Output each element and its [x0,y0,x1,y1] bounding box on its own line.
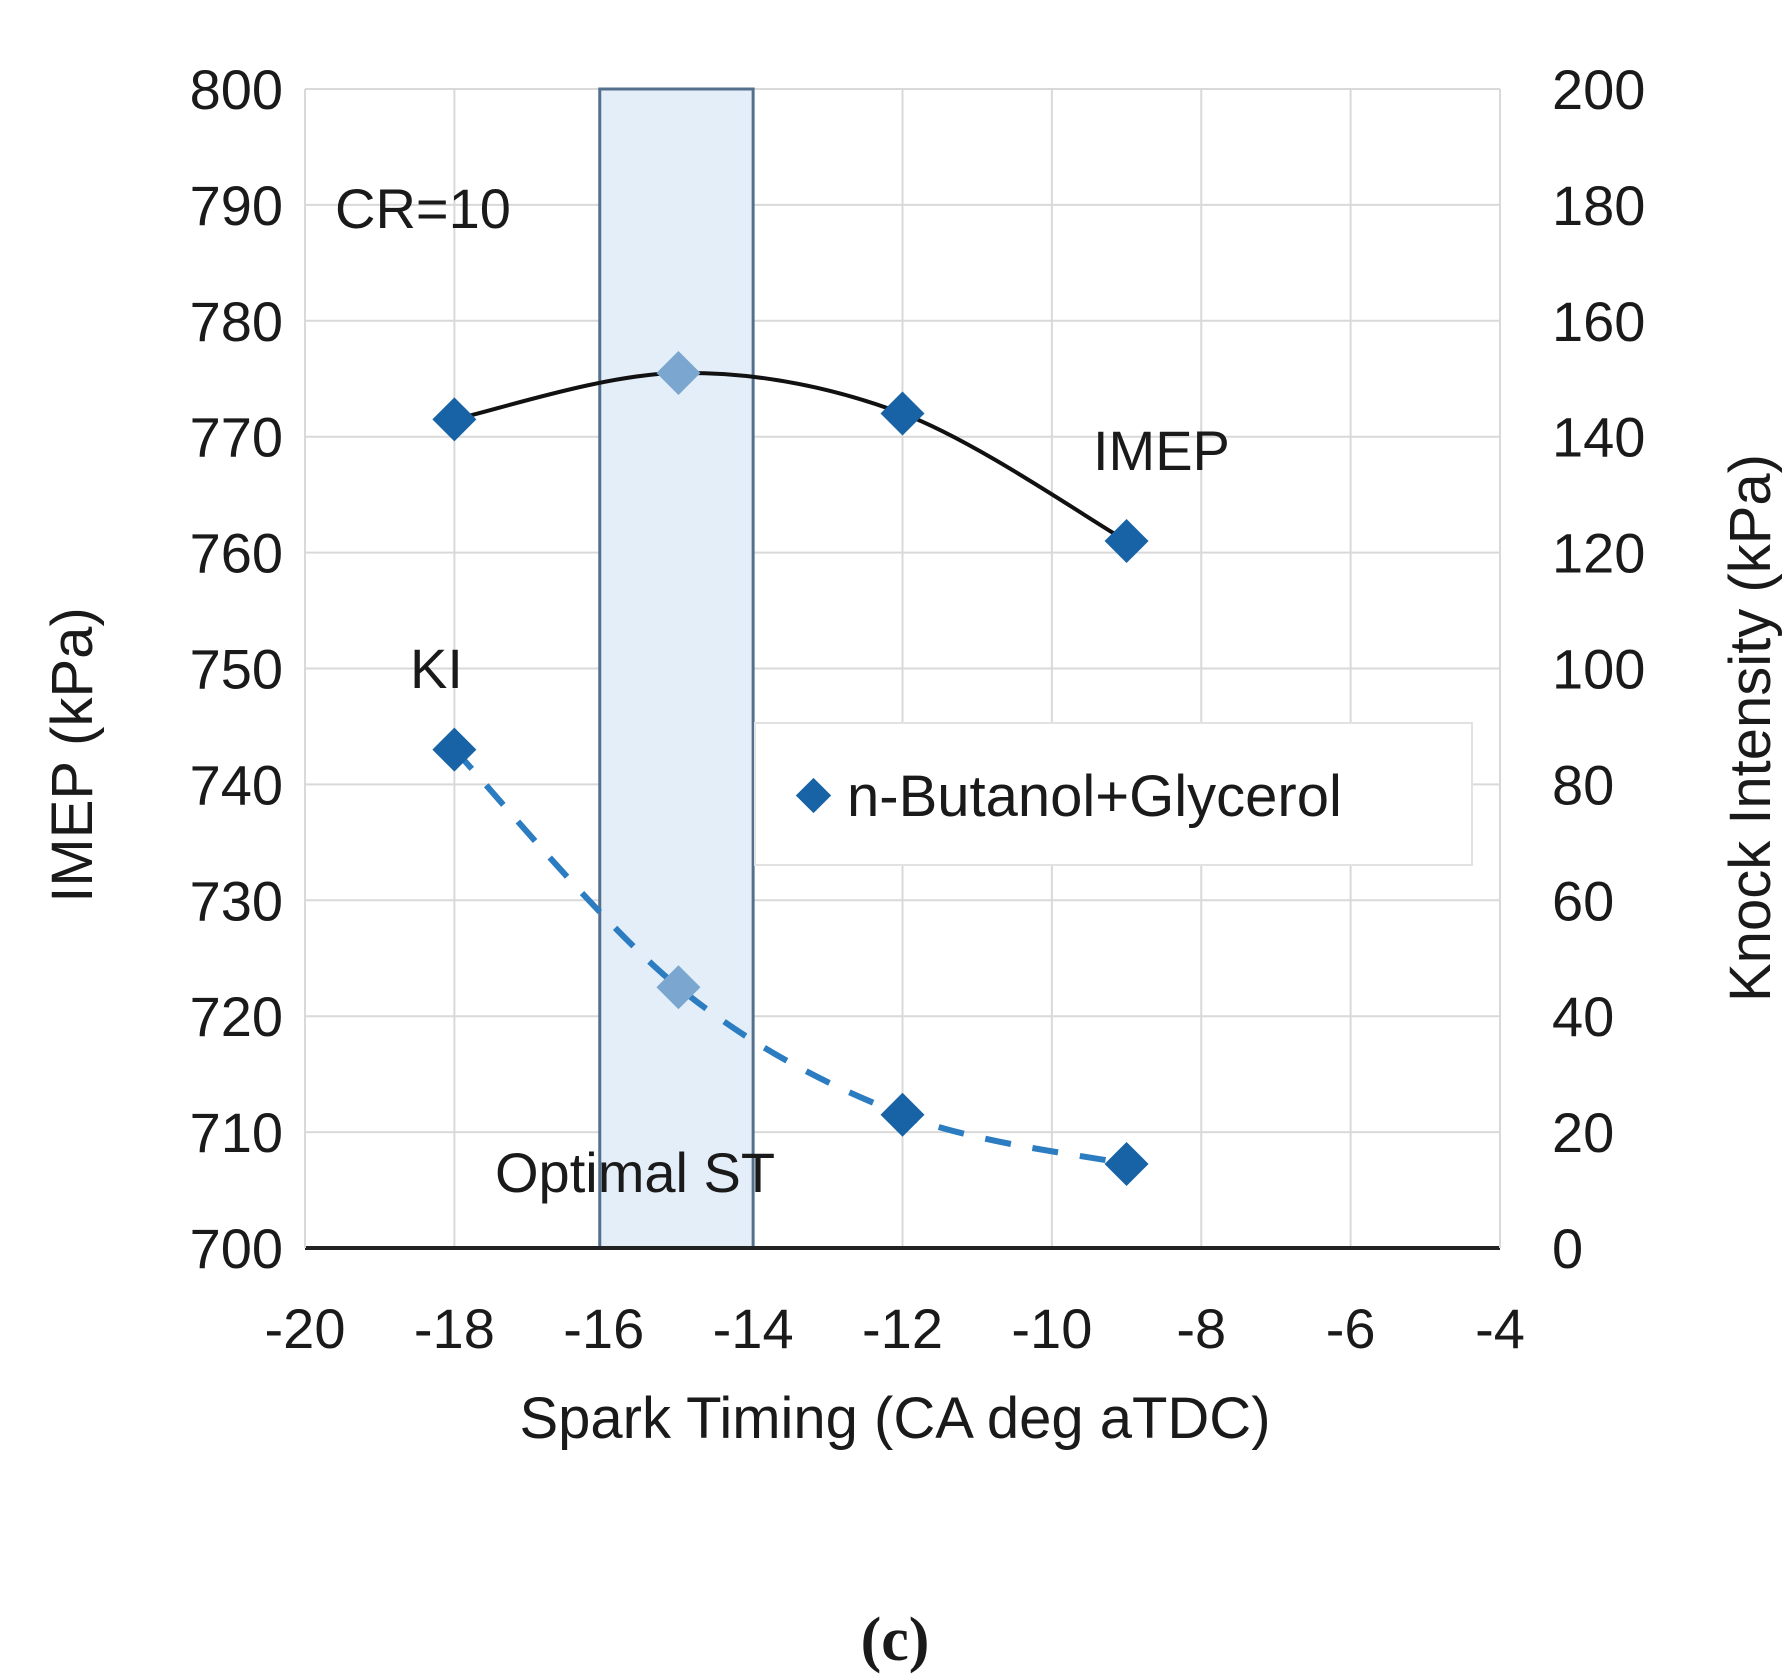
y-tick-label: 710 [190,1101,283,1164]
y2-tick-label: 100 [1552,638,1645,701]
ki-point [656,965,701,1010]
imep-trend-line [453,370,1128,543]
y-tick-label: 770 [190,406,283,469]
x-tick-label: -20 [265,1297,346,1360]
tick-label-layer: -20 -18 -16 -14 -12 -10 -8 -6 -4 700 710 720 730 740 7… [190,58,1646,1360]
ki-annotation: KI [410,637,463,700]
y2-tick-label: 200 [1552,58,1645,121]
ki-point [1104,1141,1149,1186]
y-tick-label: 740 [190,753,283,816]
y2-tick-label: 0 [1552,1217,1583,1280]
figure-caption: (c) [861,1606,930,1674]
x-tick-label: -6 [1326,1297,1376,1360]
axis-layer [304,89,1501,1250]
x-axis-title: Spark Timing (CA deg aTDC) [519,1386,1270,1451]
imep-point [656,350,701,395]
y2-tick-label: 160 [1552,290,1645,353]
trend-line-layer [452,370,1128,1167]
y2-tick-label: 40 [1552,985,1614,1048]
x-tick-label: -12 [862,1297,943,1360]
x-tick-label: -4 [1475,1297,1525,1360]
imep-annotation: IMEP [1093,419,1230,482]
y-tick-label: 730 [190,869,283,932]
marker-layer [432,350,1149,1186]
x-tick-label: -10 [1011,1297,1092,1360]
y2-tick-label: 20 [1552,1101,1614,1164]
optimal-st-band-layer [598,87,755,1250]
y-tick-label: 700 [190,1217,283,1280]
optimal-st-band [598,87,755,1250]
y2-tick-label: 60 [1552,869,1614,932]
y-tick-label: 720 [190,985,283,1048]
y2-axis-title: Knock Intensity (kPa) [1718,454,1783,1002]
y-tick-label: 800 [190,58,283,121]
legend-label: n-Butanol+Glycerol [847,764,1342,829]
legend-marker-icon [795,777,832,814]
imep-point [432,397,477,442]
grid-layer [305,88,1501,1248]
x-tick-label: -8 [1176,1297,1226,1360]
y-axis-title: IMEP (kPa) [40,607,105,902]
y-tick-label: 750 [190,638,283,701]
ki-trend-line [452,747,1128,1167]
y2-tick-label: 140 [1552,406,1645,469]
y2-tick-label: 120 [1552,522,1645,585]
y-tick-label: 780 [190,290,283,353]
x-tick-label: -14 [713,1297,794,1360]
y2-tick-label: 180 [1552,174,1645,237]
imep-point [880,391,925,436]
x-tick-label: -18 [414,1297,495,1360]
y-tick-label: 790 [190,174,283,237]
x-tick-label: -16 [563,1297,644,1360]
y2-tick-label: 80 [1552,753,1614,816]
y-tick-label: 760 [190,522,283,585]
legend: n-Butanol+Glycerol [754,722,1473,866]
cr-annotation: CR=10 [335,177,511,240]
optimal-st-annotation: Optimal ST [495,1141,775,1204]
ki-point [432,727,477,772]
ki-point [880,1092,925,1137]
imep-point [1104,519,1149,564]
legend-box [754,722,1473,866]
